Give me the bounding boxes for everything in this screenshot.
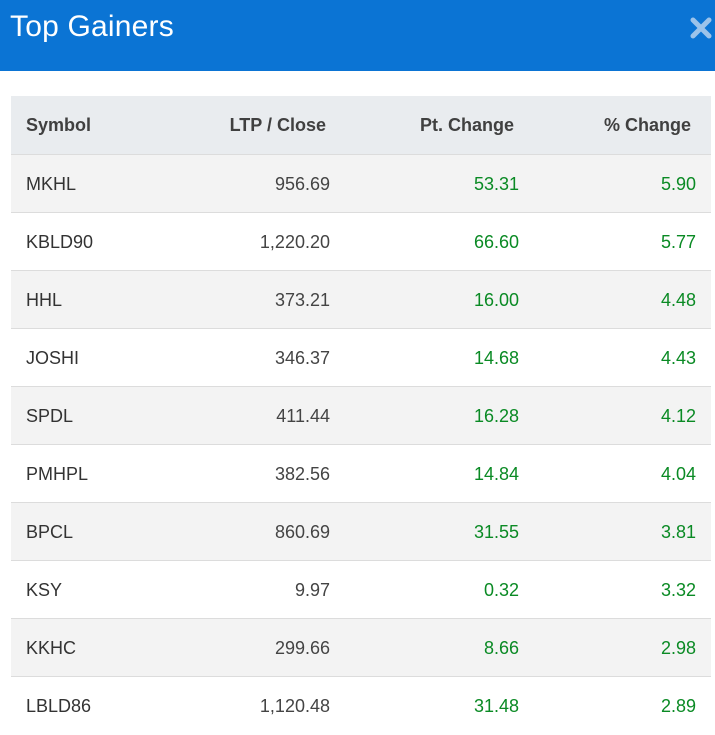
panel-title: Top Gainers bbox=[10, 10, 174, 43]
pt-change-cell: 16.28 bbox=[473, 406, 519, 426]
symbol-cell[interactable]: KSY bbox=[26, 580, 63, 600]
header-bar: Top Gainers bbox=[0, 0, 715, 71]
table-row[interactable]: MKHL 956.69 53.31 5.90 bbox=[11, 154, 711, 212]
table-row[interactable]: HHL 373.21 16.00 4.48 bbox=[11, 270, 711, 328]
pt-change-cell: 16.00 bbox=[473, 290, 519, 310]
pct-change-cell: 4.12 bbox=[660, 406, 696, 426]
table-row[interactable]: BPCL 860.69 31.55 3.81 bbox=[11, 502, 711, 560]
ltp-cell: 860.69 bbox=[274, 522, 330, 542]
symbol-cell[interactable]: BPCL bbox=[26, 522, 74, 542]
pt-change-cell: 14.68 bbox=[473, 348, 519, 368]
pct-change-cell: 4.43 bbox=[660, 348, 696, 368]
table-row[interactable]: SPDL 411.44 16.28 4.12 bbox=[11, 386, 711, 444]
ltp-cell: 1,220.20 bbox=[259, 232, 330, 252]
pct-change-cell: 5.90 bbox=[660, 174, 696, 194]
symbol-cell[interactable]: MKHL bbox=[26, 174, 77, 194]
pct-change-cell: 3.81 bbox=[660, 522, 696, 542]
pct-change-cell: 4.48 bbox=[660, 290, 696, 310]
table-row[interactable]: JOSHI 346.37 14.68 4.43 bbox=[11, 328, 711, 386]
ltp-cell: 956.69 bbox=[274, 174, 330, 194]
symbol-cell[interactable]: JOSHI bbox=[26, 348, 80, 368]
table-row[interactable]: KSY 9.97 0.32 3.32 bbox=[11, 560, 711, 618]
pt-change-cell: 8.66 bbox=[483, 638, 519, 658]
ltp-cell: 411.44 bbox=[276, 406, 330, 426]
symbol-cell[interactable]: KBLD90 bbox=[26, 232, 94, 252]
column-header-ltp[interactable]: LTP / Close bbox=[229, 115, 326, 135]
pt-change-cell: 0.32 bbox=[483, 580, 519, 600]
pct-change-cell: 5.77 bbox=[660, 232, 696, 252]
close-icon[interactable] bbox=[687, 14, 715, 42]
table-row[interactable]: KKHC 299.66 8.66 2.98 bbox=[11, 618, 711, 676]
ltp-cell: 373.21 bbox=[274, 290, 330, 310]
ltp-cell: 346.37 bbox=[274, 348, 330, 368]
symbol-cell[interactable]: PMHPL bbox=[26, 464, 89, 484]
gainers-table: Symbol LTP / Close Pt. Change % Change M… bbox=[11, 96, 711, 734]
ltp-cell: 382.56 bbox=[274, 464, 330, 484]
pt-change-cell: 31.55 bbox=[473, 522, 519, 542]
symbol-cell[interactable]: KKHC bbox=[26, 638, 77, 658]
column-header-symbol[interactable]: Symbol bbox=[26, 115, 92, 135]
pt-change-cell: 66.60 bbox=[473, 232, 519, 252]
table-row[interactable]: LBLD86 1,120.48 31.48 2.89 bbox=[11, 676, 711, 734]
pt-change-cell: 31.48 bbox=[473, 696, 519, 716]
table-row[interactable]: KBLD90 1,220.20 66.60 5.77 bbox=[11, 212, 711, 270]
ltp-cell: 1,120.48 bbox=[259, 696, 330, 716]
table-row[interactable]: PMHPL 382.56 14.84 4.04 bbox=[11, 444, 711, 502]
ltp-cell: 299.66 bbox=[274, 638, 330, 658]
table-header-row: Symbol LTP / Close Pt. Change % Change bbox=[11, 96, 711, 154]
symbol-cell[interactable]: LBLD86 bbox=[26, 696, 92, 716]
ltp-cell: 9.97 bbox=[294, 580, 330, 600]
pct-change-cell: 2.98 bbox=[660, 638, 696, 658]
pct-change-cell: 4.04 bbox=[660, 464, 696, 484]
pct-change-cell: 2.89 bbox=[660, 696, 696, 716]
pt-change-cell: 53.31 bbox=[473, 174, 519, 194]
symbol-cell[interactable]: SPDL bbox=[26, 406, 74, 426]
symbol-cell[interactable]: HHL bbox=[26, 290, 63, 310]
pt-change-cell: 14.84 bbox=[473, 464, 519, 484]
column-header-pt-change[interactable]: Pt. Change bbox=[419, 115, 514, 135]
pct-change-cell: 3.32 bbox=[660, 580, 696, 600]
column-header-pct-change[interactable]: % Change bbox=[603, 115, 691, 135]
